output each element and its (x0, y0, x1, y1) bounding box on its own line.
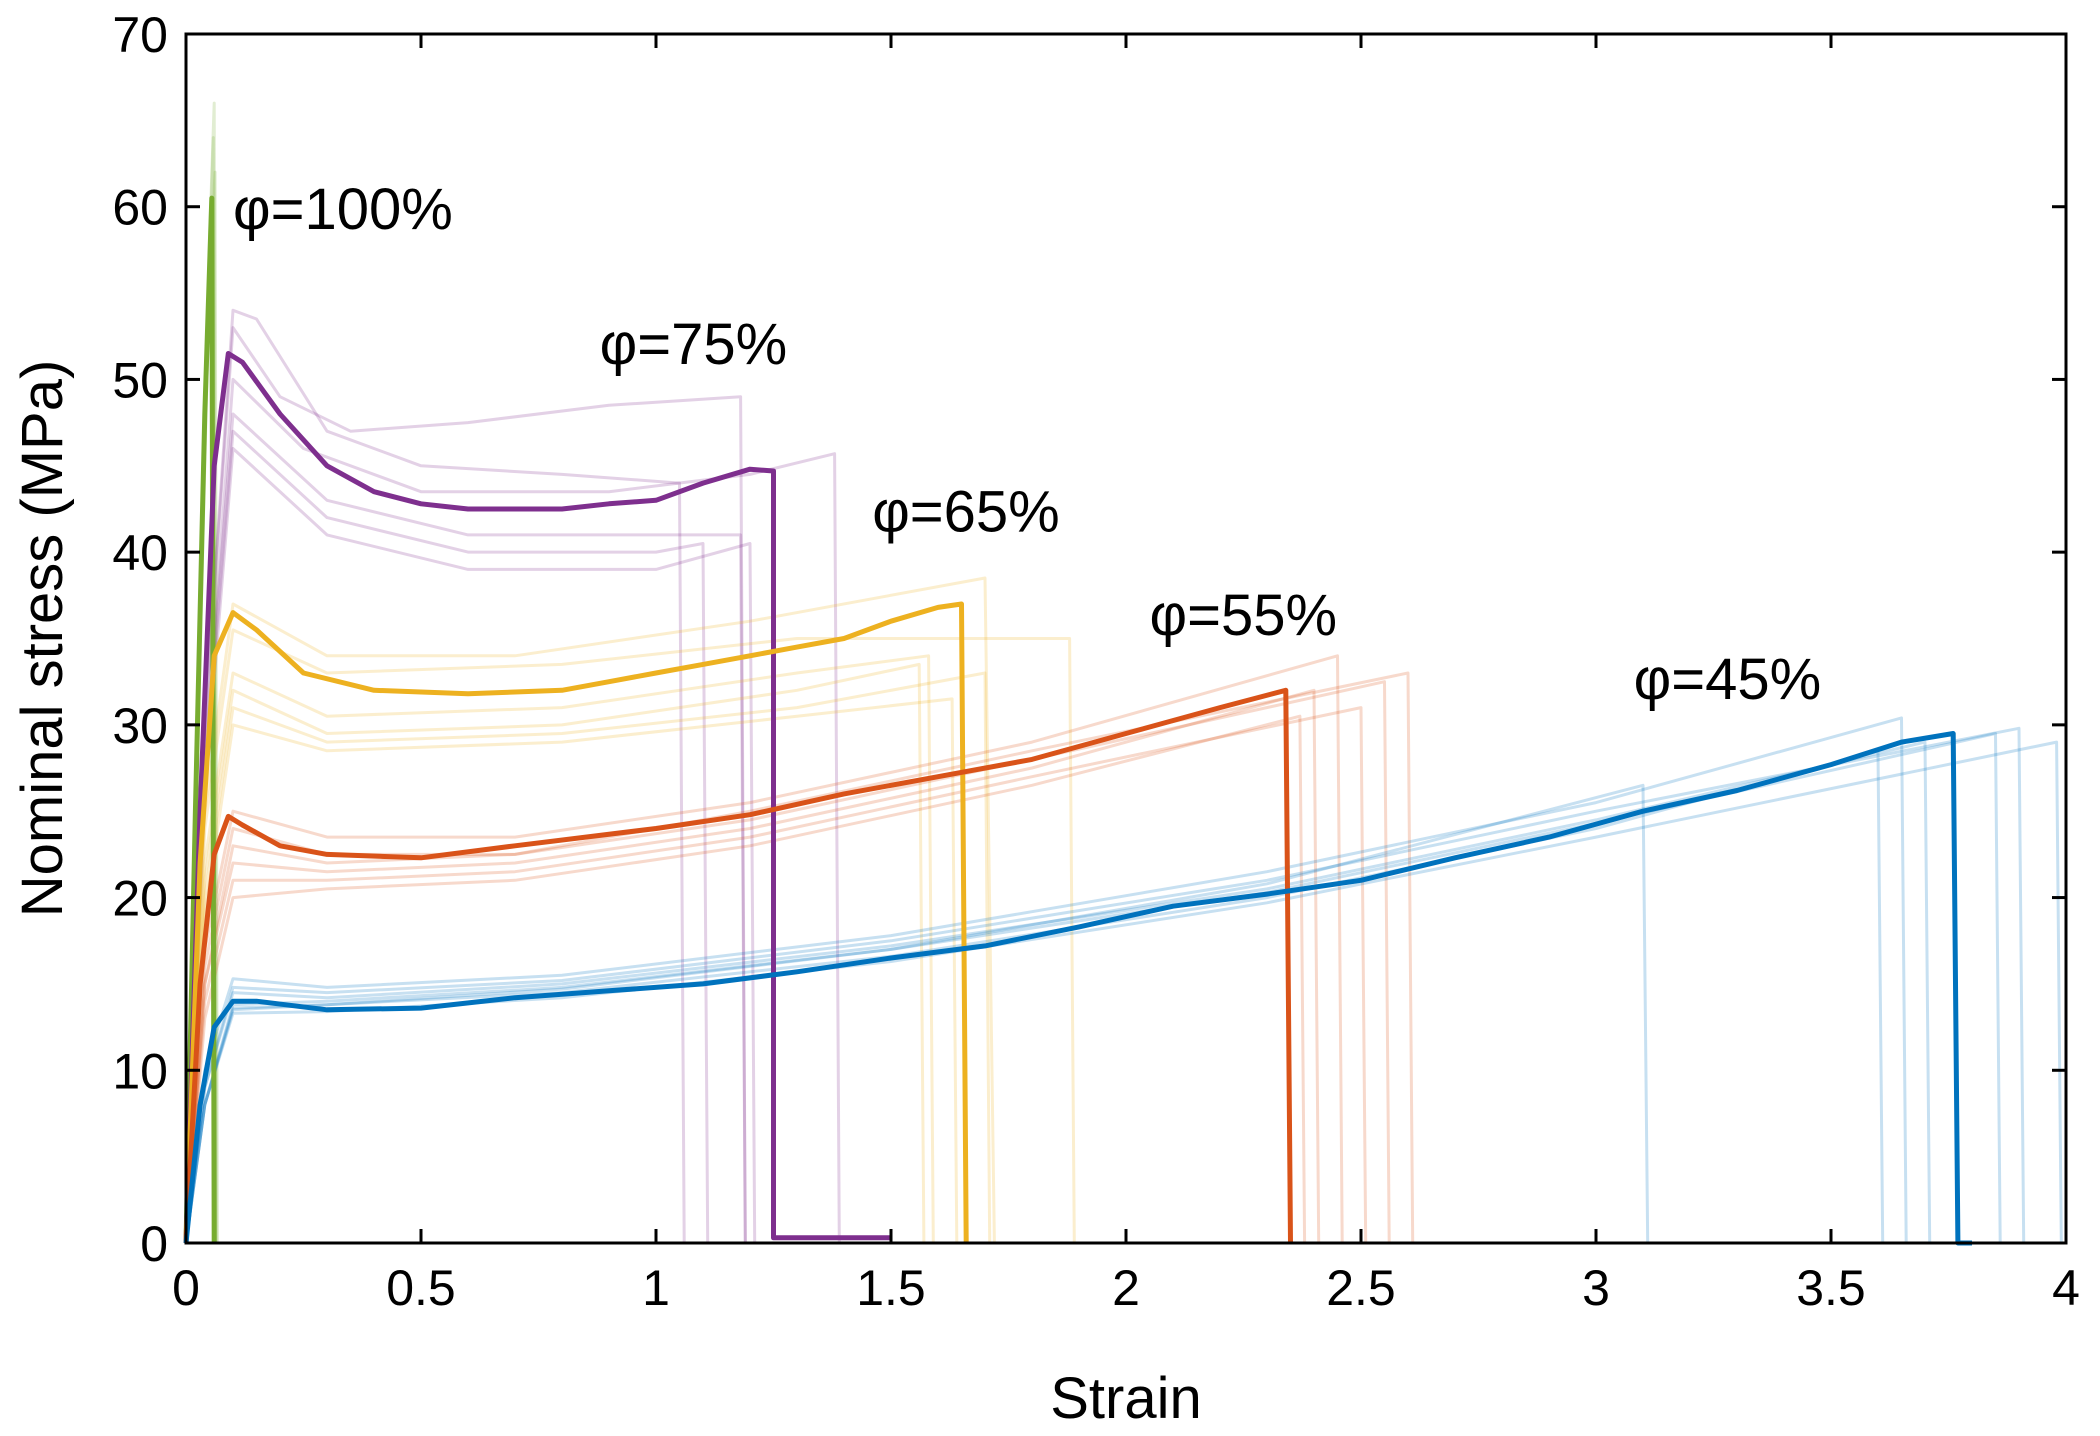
curve-annotations: φ=100% φ=75% φ=65% φ=55% φ=45% (233, 177, 1821, 712)
y-tick-label: 30 (112, 698, 168, 754)
replicate-curve-phi-65-5 (184, 671, 992, 1244)
plot-area-frame (184, 32, 2068, 1245)
replicate-curve-phi-65-4 (184, 662, 926, 1244)
y-tick-label: 70 (112, 7, 168, 63)
annotation-phi-65: φ=65% (872, 479, 1060, 544)
y-tick-label: 50 (112, 352, 168, 408)
x-axis-title: Strain (1050, 1366, 1202, 1431)
series-line-phi-75 (183, 351, 891, 1244)
annotation-phi-75: φ=75% (600, 312, 788, 377)
series-line-phi-55 (183, 687, 1293, 1244)
x-tick-labels: 0 0.5 1 1.5 2 2.5 3 3.5 4 (172, 1260, 2080, 1316)
y-tick-labels: 0 10 20 30 40 50 60 70 (112, 7, 168, 1272)
y-tick-label: 10 (112, 1043, 168, 1099)
x-tick-label: 0.5 (386, 1260, 456, 1316)
series-line-phi-65 (183, 601, 969, 1244)
replicate-curve-phi-65-1 (184, 576, 996, 1244)
replicate-curve-phi-55-1 (184, 654, 1344, 1244)
x-tick-label: 1 (642, 1260, 670, 1316)
y-tick-label: 20 (112, 871, 168, 927)
y-tick-label: 40 (112, 525, 168, 581)
annotation-phi-55: φ=55% (1150, 583, 1338, 648)
y-axis-title: Nominal stress (MPa) (10, 360, 75, 918)
main-curves (183, 195, 1972, 1246)
replicate-curve-phi-65-3 (184, 654, 935, 1244)
x-tick-label: 0 (172, 1260, 200, 1316)
x-tick-label: 3 (1582, 1260, 1610, 1316)
series-line-phi-45 (183, 731, 1972, 1246)
x-tick-label: 2 (1112, 1260, 1140, 1316)
replicate-curve-phi-45-4 (184, 732, 2002, 1244)
x-tick-label: 1.5 (856, 1260, 926, 1316)
x-tick-label: 3.5 (1796, 1260, 1866, 1316)
replicate-curve-phi-55-2 (184, 671, 1415, 1244)
annotation-phi-100: φ=100% (233, 177, 453, 242)
y-tick-label: 0 (140, 1216, 168, 1272)
x-tick-label: 2.5 (1326, 1260, 1396, 1316)
replicate-curve-phi-75-2 (184, 308, 686, 1244)
replicate-curve-phi-65-6 (184, 697, 959, 1244)
x-tick-label: 4 (2052, 1260, 2080, 1316)
replicate-curve-phi-45-3 (184, 740, 1932, 1244)
annotation-phi-45: φ=45% (1634, 647, 1822, 712)
replicate-curve-phi-75-6 (184, 447, 757, 1244)
replicate-curve-phi-65-2 (184, 628, 1076, 1244)
y-tick-label: 60 (112, 180, 168, 236)
axis-ticks (184, 32, 2068, 1245)
